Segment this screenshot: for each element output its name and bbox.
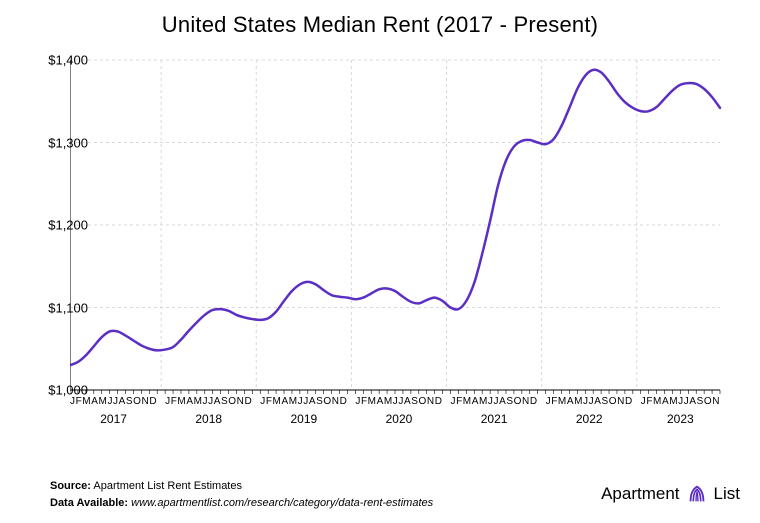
footer-source-line: Source: Apartment List Rent Estimates	[50, 478, 433, 495]
y-tick-label: $1,300	[28, 135, 88, 150]
x-month-letters: JFMAMJJASOND	[546, 396, 633, 407]
y-tick-label: $1,100	[28, 300, 88, 315]
brand-logo: Apartment List	[601, 483, 740, 505]
x-year-label: 2019	[264, 412, 344, 426]
chart-container: United States Median Rent (2017 - Presen…	[0, 0, 760, 523]
footer-data-value: www.apartmentlist.com/research/category/…	[131, 497, 433, 509]
x-month-letters: JFMAMJJASOND	[165, 396, 252, 407]
x-month-letters: JFMAMJJASON	[641, 396, 720, 407]
x-year-label: 2023	[640, 412, 720, 426]
brand-word-1: Apartment	[601, 484, 679, 504]
chart-title: United States Median Rent (2017 - Presen…	[0, 12, 760, 38]
footer-data-line: Data Available: www.apartmentlist.com/re…	[50, 495, 433, 512]
y-tick-label: $1,200	[28, 218, 88, 233]
x-month-letters: JFMAMJJASOND	[70, 396, 157, 407]
footer-source-value: Apartment List Rent Estimates	[93, 480, 242, 492]
x-month-letters: JFMAMJJASOND	[450, 396, 537, 407]
x-year-label: 2018	[169, 412, 249, 426]
x-month-letters: JFMAMJJASOND	[355, 396, 442, 407]
brand-word-2: List	[714, 484, 740, 504]
chart-plot-area	[70, 50, 730, 440]
y-tick-label: $1,400	[28, 53, 88, 68]
x-month-letters: JFMAMJJASOND	[260, 396, 347, 407]
footer-data-label: Data Available:	[50, 497, 128, 509]
brand-icon	[686, 483, 708, 505]
x-year-label: 2022	[549, 412, 629, 426]
x-year-label: 2021	[454, 412, 534, 426]
footer-source-label: Source:	[50, 480, 91, 492]
chart-footer: Source: Apartment List Rent Estimates Da…	[50, 478, 433, 511]
x-year-label: 2017	[74, 412, 154, 426]
x-year-label: 2020	[359, 412, 439, 426]
